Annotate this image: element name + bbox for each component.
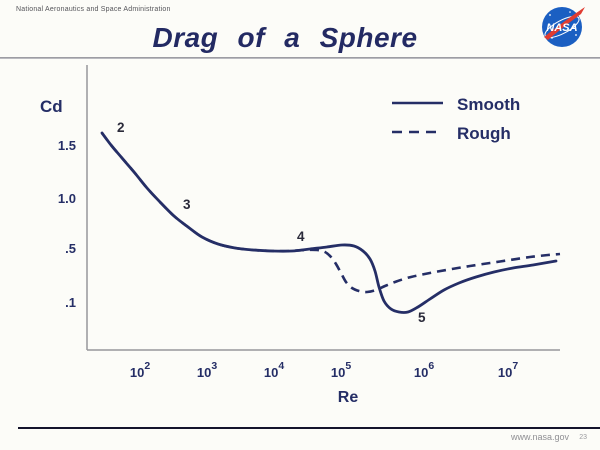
- logo-text: NASA: [546, 22, 577, 34]
- legend: Smooth Rough: [392, 95, 520, 143]
- legend-rough-label: Rough: [457, 124, 511, 143]
- legend-smooth-label: Smooth: [457, 95, 520, 114]
- nasa-logo-icon: NASA: [542, 7, 585, 47]
- x-axis-label: Re: [338, 389, 359, 406]
- curve-point-label-3: 3: [183, 197, 191, 212]
- y-tick-1.0: 1.0: [58, 191, 76, 206]
- logo-swoosh: [544, 7, 585, 40]
- x-tick-10e5: 105: [331, 360, 351, 380]
- curve-point-label-5: 5: [418, 310, 426, 325]
- nasa-url[interactable]: www.nasa.gov: [510, 432, 569, 442]
- footer-divider: [18, 427, 600, 429]
- x-tick-10e3: 103: [197, 360, 217, 380]
- x-tick-10e4: 104: [264, 360, 284, 380]
- y-tick-.5: .5: [65, 241, 76, 256]
- title-divider: [0, 57, 600, 59]
- y-axis-label: Cd: [40, 97, 63, 116]
- x-tick-10e6: 106: [414, 360, 434, 380]
- agency-name: National Aeronautics and Space Administr…: [16, 6, 171, 13]
- page-title: Drag of a Sphere: [152, 22, 418, 53]
- smooth-curve: [100, 131, 558, 314]
- curve-point-label-2: 2: [117, 120, 125, 135]
- x-tick-10e2: 102: [130, 360, 150, 380]
- x-tick-10e7: 107: [498, 360, 518, 380]
- y-tick-.1: .1: [65, 295, 76, 310]
- y-tick-1.5: 1.5: [58, 138, 76, 153]
- page-number: 23: [579, 434, 587, 441]
- logo-orbit: [544, 15, 580, 39]
- rough-curve: [100, 132, 561, 294]
- curve-point-label-4: 4: [297, 229, 305, 244]
